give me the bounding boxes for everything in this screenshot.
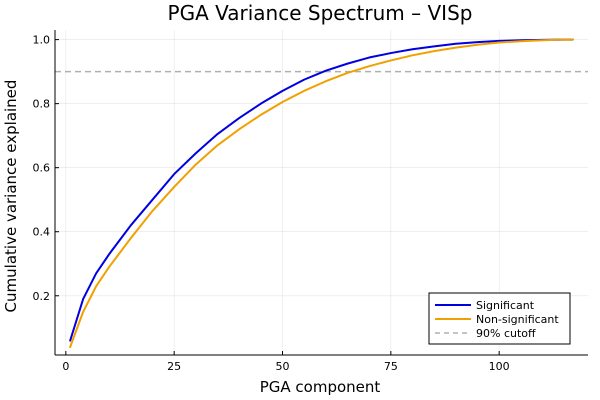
x-tick-label: 0 — [62, 360, 69, 373]
y-tick-label: 0.8 — [33, 98, 51, 111]
x-tick-label: 50 — [276, 360, 290, 373]
y-tick-label: 1.0 — [33, 34, 51, 47]
y-axis-label: Cumulative variance explained — [2, 80, 20, 313]
y-tick-label: 0.4 — [33, 226, 51, 239]
series-line-non-significant — [69, 38, 574, 348]
legend-label-non-significant: Non-significant — [476, 313, 559, 326]
chart-title: PGA Variance Spectrum – VISp — [168, 1, 473, 25]
grid-layer — [55, 30, 588, 355]
x-tick-label: 25 — [167, 360, 181, 373]
y-tick-label: 0.2 — [33, 290, 51, 303]
series-layer — [69, 38, 574, 348]
legend-label-significant: Significant — [476, 299, 535, 312]
x-axis-label: PGA component — [260, 378, 381, 396]
tick-layer: 0 25 50 75 100 0.2 0.4 0.6 0.8 1.0 — [33, 34, 510, 373]
legend-label-cutoff: 90% cutoff — [476, 327, 536, 340]
x-tick-label: 75 — [384, 360, 398, 373]
series-line-significant — [69, 38, 574, 342]
legend: Significant Non-significant 90% cutoff — [428, 292, 571, 345]
x-tick-label: 100 — [489, 360, 510, 373]
y-tick-label: 0.6 — [33, 162, 51, 175]
